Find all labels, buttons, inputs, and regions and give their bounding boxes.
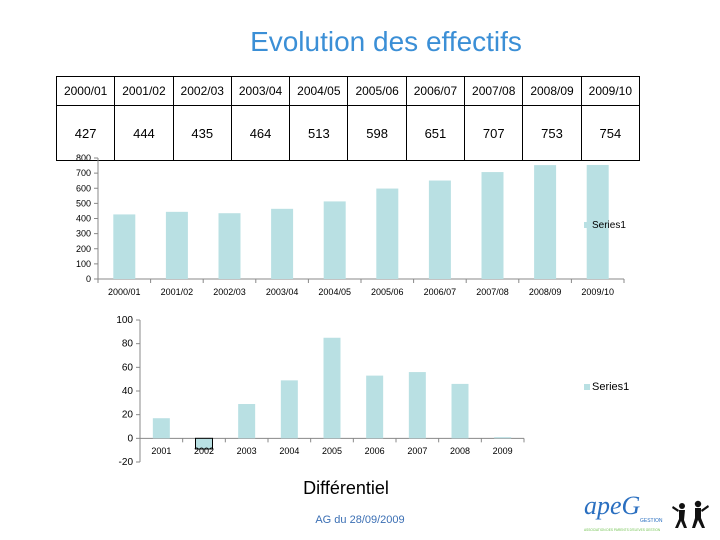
- table-cell-value: 444: [114, 105, 174, 161]
- legend-label: Series1: [592, 220, 626, 231]
- legend-label: Series1: [592, 381, 629, 393]
- y-tick-label: 100: [76, 259, 91, 269]
- x-tick-label: 2000/01: [108, 287, 141, 297]
- table-cell-value: 707: [464, 105, 524, 161]
- y-tick-label: 600: [76, 183, 91, 193]
- bar: [323, 201, 346, 279]
- x-tick-label: 2005: [322, 446, 342, 456]
- bar: [271, 208, 294, 279]
- y-tick-label: -20: [119, 457, 134, 468]
- y-tick-label: 300: [76, 229, 91, 239]
- page-title: Evolution des effectifs: [250, 26, 522, 57]
- x-tick-label: 2002/03: [213, 287, 246, 297]
- differentiel-title: Différentiel: [303, 478, 389, 498]
- table-cell-year: 2008/09: [522, 76, 582, 106]
- table-cell-value: 753: [522, 105, 582, 161]
- x-tick-label: 2009/10: [581, 287, 614, 297]
- bar: [481, 172, 504, 279]
- x-tick-label: 2007: [407, 446, 427, 456]
- x-tick-label: 2008: [450, 446, 470, 456]
- table-cell-value: 754: [580, 105, 641, 161]
- x-tick-label: 2007/08: [476, 287, 509, 297]
- table-row-values: 427 444 435 464 513 598 651 707 753 754: [55, 105, 641, 161]
- bar: [366, 375, 384, 439]
- bar: [218, 213, 241, 279]
- bar: [238, 404, 256, 439]
- x-tick-label: 2005/06: [371, 287, 404, 297]
- bar: [451, 383, 469, 439]
- x-tick-label: 2004: [279, 446, 299, 456]
- logo-subtext: GESTION: [640, 518, 663, 524]
- x-tick-label: 2001/02: [161, 287, 194, 297]
- y-tick-label: 80: [122, 339, 134, 350]
- footer-date: AG du 28/09/2009: [315, 514, 405, 526]
- x-tick-label: 2002: [194, 446, 214, 456]
- effectifs-table: 2000/01 2001/02 2002/03 2003/04 2004/05 …: [55, 76, 641, 161]
- legend-swatch: [584, 384, 590, 390]
- x-tick-label: 2006/07: [424, 287, 457, 297]
- y-tick-label: 40: [122, 386, 134, 397]
- bar: [494, 437, 512, 439]
- table-cell-value: 427: [55, 105, 116, 161]
- bar: [165, 211, 188, 279]
- y-tick-label: 0: [86, 274, 91, 284]
- y-tick-label: 400: [76, 214, 91, 224]
- logo-tagline: ASSOCIATION DES PARENTS D'ELEVES GESTION: [584, 528, 661, 532]
- table-cell-year: 2000/01: [55, 76, 116, 106]
- x-tick-label: 2006: [365, 446, 385, 456]
- bar: [408, 372, 426, 439]
- x-tick-label: 2008/09: [529, 287, 562, 297]
- x-tick-label: 2009: [493, 446, 513, 456]
- table-cell-year: 2002/03: [172, 76, 232, 106]
- table-cell-year: 2006/07: [405, 76, 466, 106]
- bar: [113, 214, 136, 279]
- bar: [323, 337, 341, 439]
- logo-wordmark: apeG: [584, 491, 641, 520]
- table-cell-year: 2009/10: [580, 76, 641, 106]
- x-tick-label: 2003/04: [266, 287, 299, 297]
- x-tick-label: 2001: [151, 446, 171, 456]
- bar: [428, 180, 451, 279]
- table-cell-value: 651: [405, 105, 466, 161]
- bar: [534, 165, 557, 279]
- y-tick-label: 200: [76, 244, 91, 254]
- bar: [586, 164, 609, 279]
- legend-swatch: [584, 222, 590, 228]
- y-tick-label: 100: [116, 315, 133, 326]
- bar: [376, 188, 399, 279]
- table-cell-year: 2004/05: [289, 76, 349, 106]
- table-cell-value: 435: [172, 105, 232, 161]
- y-tick-label: 500: [76, 198, 91, 208]
- x-tick-label: 2003: [237, 446, 257, 456]
- y-tick-label: 60: [122, 362, 134, 373]
- children-icon: [672, 500, 709, 528]
- table-row-years: 2000/01 2001/02 2002/03 2003/04 2004/05 …: [55, 76, 641, 106]
- bar: [152, 418, 170, 439]
- table-cell-value: 598: [347, 105, 407, 161]
- y-tick-label: 800: [76, 153, 91, 163]
- x-tick-label: 2004/05: [318, 287, 351, 297]
- y-tick-label: 0: [127, 433, 133, 444]
- table-cell-year: 2001/02: [114, 76, 174, 106]
- y-tick-label: 700: [76, 168, 91, 178]
- y-tick-label: 20: [122, 410, 134, 421]
- apeg-logo: apeG GESTION ASSOCIATION DES PARENTS D'E…: [584, 491, 709, 532]
- bar: [195, 437, 213, 450]
- bar: [280, 380, 298, 439]
- table-cell-value: 464: [230, 105, 291, 161]
